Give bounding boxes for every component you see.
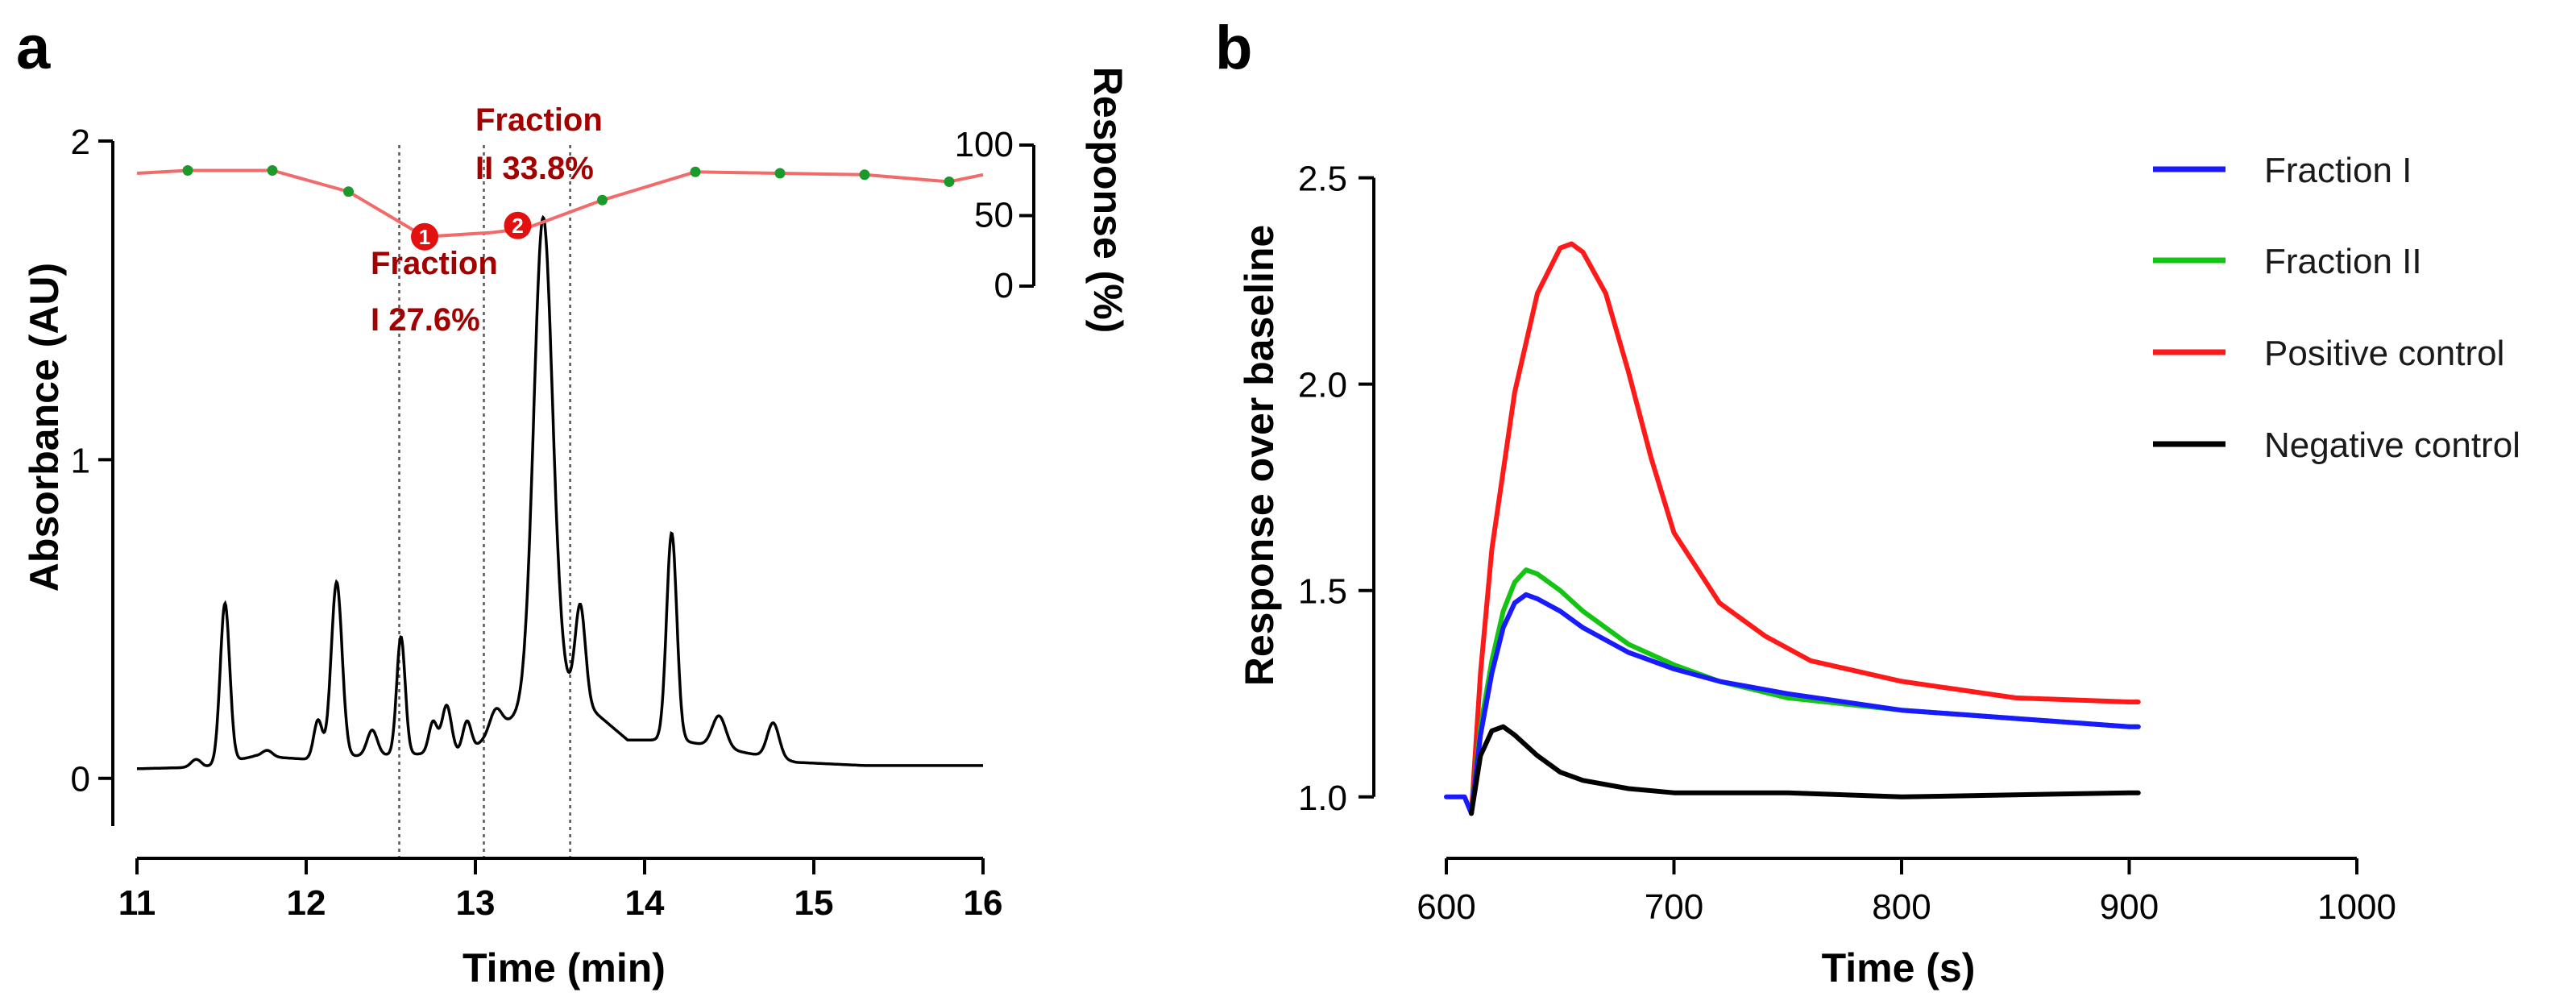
- series-line-positive-control: [1469, 241, 2141, 816]
- fraction-marker-label: 1: [419, 225, 430, 249]
- panel-a-y-axis-title: Absorbance (AU): [22, 263, 67, 592]
- panel-b-x-tick-label: 1000: [2317, 887, 2396, 927]
- panel-a-y2-tick-label: 50: [974, 196, 1014, 235]
- response-point: [690, 166, 701, 177]
- panel-b-x-axis-title: Time (s): [1822, 945, 1976, 990]
- legend-label: Fraction I: [2264, 151, 2412, 190]
- response-point: [597, 194, 608, 206]
- panel-b-y-tick-label: 1.0: [1298, 779, 1347, 818]
- series-line-fraction-i: [1444, 592, 2141, 816]
- fraction-marker-circle: [504, 211, 532, 239]
- panel-a-x-tick-label: 14: [625, 883, 665, 923]
- panel-b-x-tick-label: 800: [1872, 887, 1931, 927]
- response-point: [944, 176, 955, 187]
- chromatogram-line: [137, 214, 983, 770]
- panel-b-y-tick-label: 2.0: [1298, 366, 1347, 405]
- response-point: [774, 168, 786, 179]
- panel-a-y-tick-label: 2: [71, 123, 90, 162]
- panel-b-y-tick-label: 1.5: [1298, 572, 1347, 612]
- response-point: [182, 165, 193, 176]
- response-point: [859, 169, 870, 181]
- legend-label: Negative control: [2264, 426, 2520, 465]
- panel-b-letter: b: [1215, 14, 1252, 82]
- panel-b-y-tick-label: 2.5: [1298, 160, 1347, 199]
- fraction-marker-label: 2: [512, 214, 523, 238]
- fraction-i-annotation-line1: Fraction: [371, 246, 498, 281]
- panel-a-y-tick-label: 1: [71, 441, 90, 480]
- panel-b-axes: 1.0 1.5 2.0 2.5 600 700 800 900 1000: [1298, 160, 2396, 927]
- legend-label: Positive control: [2264, 334, 2504, 373]
- panel-a-x-axis-title: Time (min): [463, 945, 666, 990]
- fraction-ii-annotation-line1: Fraction: [475, 102, 603, 138]
- panel-a-y2-axis-title: Response (%): [1085, 67, 1130, 334]
- panel-a-fraction-boundaries: [398, 145, 571, 858]
- fraction-i-annotation-line2: I 27.6%: [371, 302, 480, 338]
- panel-a-y2-tick-label: 100: [955, 125, 1014, 164]
- panel-a-x-tick-label: 15: [794, 883, 834, 923]
- panel-a-x-tick-label: 12: [287, 883, 326, 923]
- fraction-marker-circle: [411, 222, 438, 251]
- response-point: [267, 165, 278, 176]
- fraction-ii-annotation-line2: II 33.8%: [475, 151, 594, 186]
- panel-b-x-tick-label: 600: [1417, 887, 1475, 927]
- response-point: [343, 186, 354, 197]
- panel-a-x-tick-label: 16: [964, 883, 1003, 923]
- fraction-annotations: Fraction II 33.8% Fraction I 27.6%: [371, 102, 603, 338]
- panel-a-x-tick-label: 11: [118, 883, 156, 923]
- legend-label: Fraction II: [2264, 242, 2422, 281]
- panel-b-x-tick-label: 700: [1645, 887, 1703, 927]
- panel-a-y-tick-label: 0: [71, 760, 90, 799]
- series-line-negative-control: [1469, 724, 2141, 816]
- panel-b-series: [1444, 241, 2141, 816]
- panel-b-y-axis-title: Response over baseline: [1237, 225, 1282, 686]
- panel-b-legend: Fraction I Fraction II Positive control Neg…: [2153, 151, 2520, 465]
- panel-a-letter: a: [16, 14, 51, 82]
- panel-a-x-tick-label: 13: [456, 883, 496, 923]
- panel-b-x-tick-label: 900: [2100, 887, 2159, 927]
- response-points: [182, 165, 955, 206]
- panel-a-y2-tick-label: 0: [994, 266, 1014, 305]
